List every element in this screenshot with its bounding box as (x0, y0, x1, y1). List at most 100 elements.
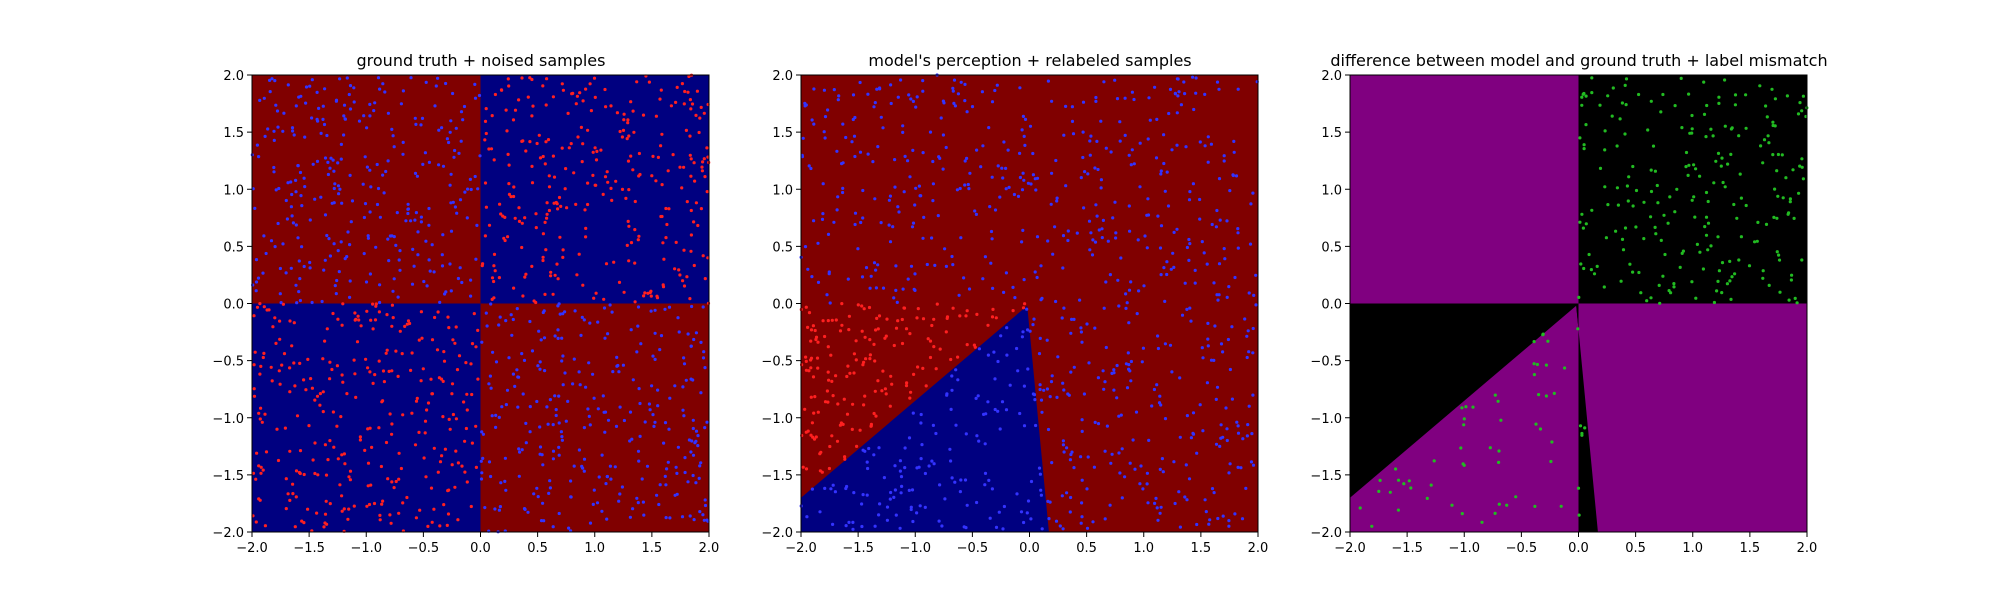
data-point (678, 273, 682, 277)
data-point (582, 426, 587, 430)
data-point (931, 159, 935, 164)
data-point (893, 185, 897, 189)
data-point (1188, 306, 1192, 310)
data-point (541, 255, 545, 259)
data-point (1460, 511, 1464, 516)
data-point (497, 276, 501, 280)
data-point (1616, 203, 1620, 207)
data-point (846, 364, 850, 368)
data-point (304, 85, 309, 89)
data-point (541, 154, 545, 159)
data-point (1002, 290, 1006, 294)
data-point (611, 370, 615, 374)
data-point (699, 391, 703, 395)
data-point (869, 274, 873, 278)
data-point (1085, 322, 1089, 326)
data-point (1231, 173, 1235, 177)
data-point (454, 417, 458, 421)
data-point (454, 126, 458, 130)
data-point (579, 333, 583, 337)
data-point (819, 450, 823, 454)
data-point (1168, 87, 1173, 91)
data-point (822, 130, 826, 134)
data-point (1227, 285, 1231, 289)
data-point (693, 441, 697, 445)
data-point (487, 223, 492, 227)
data-point (1048, 395, 1052, 399)
data-point (1537, 393, 1541, 397)
data-point (1033, 398, 1037, 402)
data-point (1252, 293, 1256, 297)
data-point (302, 176, 306, 180)
data-point (413, 218, 417, 222)
data-point (1114, 236, 1118, 240)
data-point (513, 108, 518, 112)
data-point (1007, 185, 1011, 189)
data-point (610, 310, 614, 314)
data-point (404, 219, 408, 223)
data-point (323, 443, 327, 447)
data-point (876, 327, 880, 331)
data-point (446, 315, 450, 319)
data-point (1195, 522, 1199, 527)
data-point (689, 450, 693, 454)
data-point (617, 370, 621, 374)
data-point (1005, 326, 1009, 330)
data-point (1247, 350, 1251, 354)
data-point (456, 276, 460, 281)
data-point (254, 280, 259, 284)
data-point (420, 116, 425, 120)
data-point (319, 131, 323, 135)
data-point (441, 233, 445, 237)
data-point (347, 92, 351, 97)
data-point (682, 165, 686, 169)
data-point (873, 524, 877, 528)
data-point (803, 407, 807, 411)
data-point (405, 495, 409, 500)
data-point (983, 471, 988, 475)
data-point (685, 200, 689, 204)
data-point (958, 314, 962, 318)
data-point (1020, 335, 1024, 339)
data-point (1603, 129, 1607, 133)
data-point (703, 426, 707, 430)
data-point (816, 280, 821, 284)
data-point (1109, 461, 1113, 465)
data-point (451, 200, 455, 204)
data-point (263, 524, 267, 528)
data-point (254, 477, 258, 481)
data-point (964, 432, 968, 436)
data-point (278, 382, 282, 386)
data-point (668, 516, 672, 520)
data-point (415, 174, 419, 178)
data-point (873, 359, 877, 363)
data-point (474, 345, 478, 349)
data-point (293, 384, 297, 388)
data-point (473, 96, 478, 100)
data-point (655, 296, 660, 300)
data-point (1662, 213, 1666, 217)
data-point (916, 307, 920, 311)
data-point (257, 155, 261, 159)
data-point (368, 370, 372, 374)
data-point (900, 317, 904, 322)
data-point (869, 424, 873, 428)
data-point (376, 76, 381, 80)
data-point (1046, 239, 1050, 243)
data-point (812, 122, 816, 126)
data-point (549, 274, 553, 278)
data-point (1191, 411, 1196, 415)
data-point (489, 386, 493, 390)
data-point (860, 304, 864, 308)
data-point (378, 513, 382, 518)
data-point (827, 272, 831, 276)
data-point (470, 342, 475, 346)
data-point (834, 318, 838, 322)
data-point (272, 165, 276, 170)
data-point (958, 186, 962, 191)
data-point (1039, 488, 1043, 492)
data-point (1035, 235, 1040, 239)
data-point (541, 258, 545, 263)
data-point (1034, 423, 1038, 428)
data-point (530, 349, 535, 353)
